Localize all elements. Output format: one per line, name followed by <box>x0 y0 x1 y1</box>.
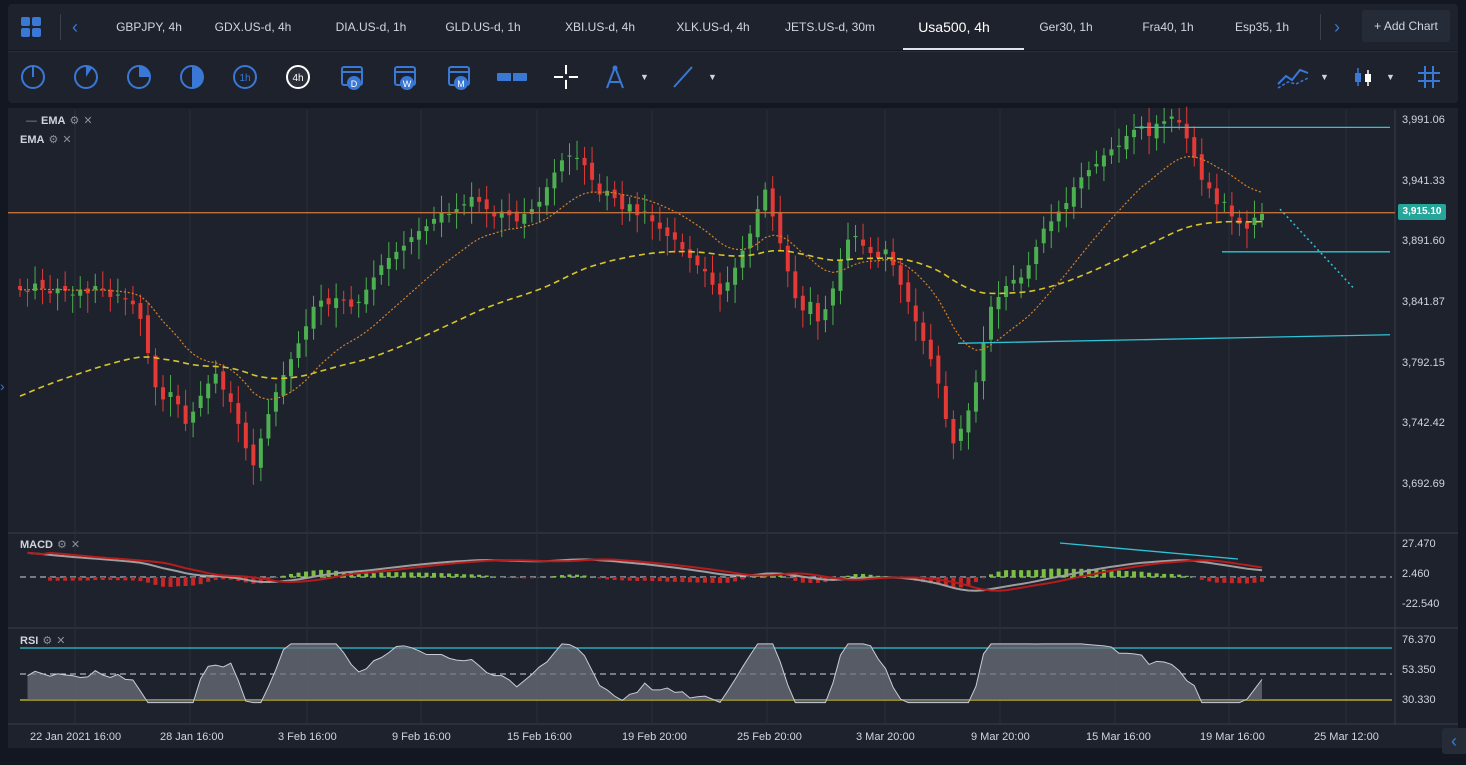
tab-gld[interactable]: GLD.US-d, 1h <box>445 20 521 34</box>
time-tick: 19 Feb 20:00 <box>622 731 687 743</box>
settings-icon[interactable]: ⚙ <box>57 539 67 551</box>
rsi-tick: 30.330 <box>1402 694 1436 706</box>
macd-tick: 27.470 <box>1402 538 1436 550</box>
time-tick: 28 Jan 16:00 <box>160 731 224 743</box>
chart-type-dropdown-icon[interactable]: ▼ <box>1386 72 1395 82</box>
time-tick: 3 Mar 20:00 <box>856 731 915 743</box>
tab-gbpjpy[interactable]: GBPJPY, 4h <box>116 20 182 34</box>
time-tick: 25 Mar 12:00 <box>1314 731 1379 743</box>
collapse-panel-icon[interactable]: ‹ <box>1442 728 1466 754</box>
price-tick: 3,841.87 <box>1402 296 1445 308</box>
measure-range-icon[interactable] <box>496 62 528 92</box>
crosshair-icon[interactable] <box>551 62 581 92</box>
period-month-icon[interactable]: M <box>445 62 475 92</box>
time-tick: 25 Feb 20:00 <box>737 731 802 743</box>
layout-grid-icon[interactable] <box>20 16 42 38</box>
chart-toolbar: 1h 4h D W M ▼ ▼ ▼ ▼ <box>8 51 1458 103</box>
close-icon[interactable]: ✕ <box>56 635 66 647</box>
tab-jets[interactable]: JETS.US-d, 30m <box>784 20 876 34</box>
grid-toggle-icon[interactable] <box>1414 62 1444 92</box>
svg-text:D: D <box>351 79 358 89</box>
time-tick: 19 Mar 16:00 <box>1200 731 1265 743</box>
svg-text:1h: 1h <box>239 73 250 84</box>
chart-panel[interactable] <box>8 108 1458 748</box>
time-tick: 22 Jan 2021 16:00 <box>30 731 122 743</box>
tab-esp35[interactable]: Esp35, 1h <box>1234 20 1290 34</box>
current-price-tag: 3,915.10 <box>1398 204 1446 220</box>
period-week-icon[interactable]: W <box>391 62 421 92</box>
rsi-label: RSI <box>20 634 39 647</box>
macd-tick: -22.540 <box>1402 598 1440 610</box>
macd-label: MACD <box>20 538 53 551</box>
time-tick: 15 Feb 16:00 <box>507 731 572 743</box>
tab-xbi[interactable]: XBI.US-d, 4h <box>564 20 636 34</box>
price-tick: 3,891.60 <box>1402 235 1445 247</box>
timeframe-1h-icon[interactable]: 1h <box>230 62 260 92</box>
indicators-dropdown-icon[interactable]: ▼ <box>1320 72 1329 82</box>
indicators-icon[interactable] <box>1276 62 1310 92</box>
trendline-dropdown-icon[interactable]: ▼ <box>708 72 717 82</box>
ema-legend-2: EMA ⚙ ✕ <box>20 133 72 147</box>
svg-text:W: W <box>403 79 412 89</box>
tab-usa500[interactable]: Usa500, 4h <box>918 19 990 35</box>
price-tick: 3,692.69 <box>1402 478 1445 490</box>
tabs-scroll-right-icon[interactable]: › <box>1334 17 1340 37</box>
macd-legend: MACD ⚙ ✕ <box>20 538 81 552</box>
settings-icon[interactable]: ⚙ <box>42 635 53 647</box>
svg-text:4h: 4h <box>292 73 303 84</box>
rsi-tick: 76.370 <box>1402 634 1436 646</box>
add-chart-button[interactable]: + Add Chart <box>1362 10 1450 42</box>
tab-gdx[interactable]: GDX.US-d, 4h <box>214 20 292 34</box>
active-tab-indicator <box>903 48 1024 50</box>
time-tick: 9 Mar 20:00 <box>971 731 1030 743</box>
timeframe-1m-icon[interactable] <box>18 62 48 92</box>
tab-fra40[interactable]: Fra40, 1h <box>1142 20 1194 34</box>
tab-bar: ‹ GBPJPY, 4h GDX.US-d, 4h DIA.US-d, 1h G… <box>8 4 1458 50</box>
price-tick: 3,742.42 <box>1402 417 1445 429</box>
timeframe-5m-icon[interactable] <box>71 62 101 92</box>
drawing-tools-icon[interactable] <box>600 62 630 92</box>
tabs-scroll-left-icon[interactable]: ‹ <box>72 17 78 37</box>
time-tick: 15 Mar 16:00 <box>1086 731 1151 743</box>
timeframe-30m-icon[interactable] <box>177 62 207 92</box>
trendline-tool-icon[interactable] <box>668 62 698 92</box>
tab-ger30[interactable]: Ger30, 1h <box>1039 20 1093 34</box>
drawing-tools-dropdown-icon[interactable]: ▼ <box>640 72 649 82</box>
ema-label-1: EMA <box>41 114 66 127</box>
macd-tick: 2.460 <box>1402 568 1430 580</box>
rsi-tick: 53.350 <box>1402 664 1436 676</box>
ema-legend-1: — EMA ⚙ ✕ <box>26 114 93 128</box>
rsi-legend: RSI ⚙ ✕ <box>20 634 66 648</box>
close-icon[interactable]: ✕ <box>70 539 81 551</box>
chart-type-candles-icon[interactable] <box>1348 62 1378 92</box>
timeframe-4h-icon[interactable]: 4h <box>283 62 313 92</box>
settings-icon[interactable]: ⚙ <box>69 115 80 127</box>
time-tick: 9 Feb 16:00 <box>392 731 451 743</box>
collapse-icon[interactable]: — <box>26 114 37 127</box>
ema-label-2: EMA <box>20 133 45 146</box>
price-tick: 3,941.33 <box>1402 175 1445 187</box>
svg-text:M: M <box>457 79 465 89</box>
close-icon[interactable]: ✕ <box>62 134 72 146</box>
expand-left-icon[interactable]: › <box>0 378 5 394</box>
settings-icon[interactable]: ⚙ <box>48 134 59 146</box>
tab-dia[interactable]: DIA.US-d, 1h <box>335 20 407 34</box>
price-tick: 3,792.15 <box>1402 357 1445 369</box>
price-tick: 3,991.06 <box>1402 114 1445 126</box>
close-icon[interactable]: ✕ <box>83 115 93 127</box>
tab-xlk[interactable]: XLK.US-d, 4h <box>676 20 750 34</box>
time-tick: 3 Feb 16:00 <box>278 731 337 743</box>
timeframe-15m-icon[interactable] <box>124 62 154 92</box>
period-day-icon[interactable]: D <box>338 62 368 92</box>
